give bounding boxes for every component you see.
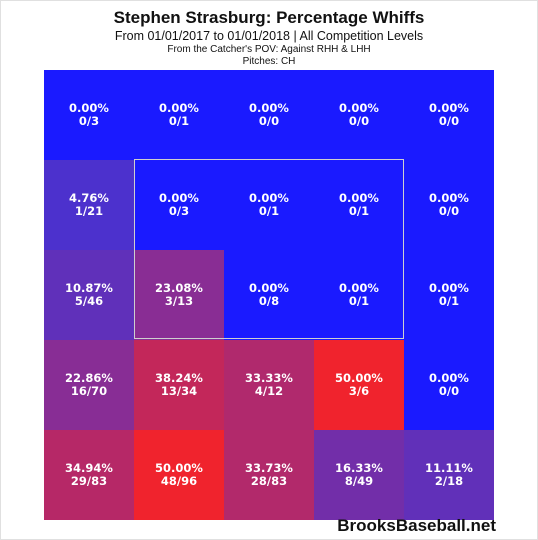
cell-count: 1/21 — [74, 204, 104, 218]
cell-count: 29/83 — [70, 474, 108, 488]
heatmap-cell: 23.08% 3/13 — [134, 250, 224, 340]
heatmap-cell: 33.33% 4/12 — [224, 340, 314, 430]
cell-count: 0/3 — [78, 114, 100, 128]
cell-percentage: 11.11% — [425, 461, 473, 475]
heatmap-cell: 10.87% 5/46 — [44, 250, 134, 340]
cell-percentage: 33.33% — [245, 371, 293, 385]
heatmap-cell: 4.76% 1/21 — [44, 160, 134, 250]
cell-count: 4/12 — [254, 384, 284, 398]
cell-percentage: 0.00% — [249, 101, 289, 115]
cell-percentage: 0.00% — [339, 101, 379, 115]
heatmap-cell: 0.00% 0/0 — [404, 70, 494, 160]
heatmap-cell: 0.00% 0/0 — [404, 340, 494, 430]
cell-percentage: 16.33% — [335, 461, 383, 475]
cell-count: 0/1 — [438, 294, 460, 308]
cell-count: 2/18 — [434, 474, 464, 488]
chart-subtitle: From 01/01/2017 to 01/01/2018 | All Comp… — [114, 29, 424, 43]
cell-count: 0/1 — [258, 204, 280, 218]
cell-percentage: 0.00% — [249, 191, 289, 205]
cell-count: 0/8 — [258, 294, 280, 308]
chart-title: Stephen Strasburg: Percentage Whiffs — [113, 8, 425, 27]
cell-percentage: 50.00% — [335, 371, 383, 385]
cell-percentage: 0.00% — [159, 101, 199, 115]
cell-count: 8/49 — [344, 474, 374, 488]
cell-percentage: 0.00% — [339, 281, 379, 295]
heatmap-cell: 0.00% 0/3 — [134, 160, 224, 250]
cell-percentage: 4.76% — [69, 191, 109, 205]
cell-percentage: 0.00% — [69, 101, 109, 115]
heatmap-cell: 50.00% 3/6 — [314, 340, 404, 430]
heatmap-cell: 16.33% 8/49 — [314, 430, 404, 520]
heatmap-cell: 34.94% 29/83 — [44, 430, 134, 520]
cell-percentage: 23.08% — [155, 281, 203, 295]
cell-percentage: 38.24% — [155, 371, 203, 385]
cell-percentage: 22.86% — [65, 371, 113, 385]
heatmap-cell: 33.73% 28/83 — [224, 430, 314, 520]
brand-watermark: BrooksBaseball.net — [337, 516, 496, 535]
heatmap-cell: 0.00% 0/0 — [404, 160, 494, 250]
cell-percentage: 0.00% — [249, 281, 289, 295]
heatmap-cell: 0.00% 0/8 — [224, 250, 314, 340]
heatmap-cell: 0.00% 0/0 — [314, 70, 404, 160]
cell-count: 0/0 — [438, 114, 460, 128]
heatmap-cell: 0.00% 0/1 — [404, 250, 494, 340]
heatmap-cell: 38.24% 13/34 — [134, 340, 224, 430]
cell-count: 0/1 — [168, 114, 190, 128]
cell-percentage: 34.94% — [65, 461, 113, 475]
cell-count: 16/70 — [70, 384, 108, 398]
heatmap-cell: 0.00% 0/0 — [224, 70, 314, 160]
pitch-type-label: Pitches: CH — [242, 56, 296, 67]
heatmap-cell: 0.00% 0/1 — [314, 160, 404, 250]
cell-count: 0/3 — [168, 204, 190, 218]
cell-count: 5/46 — [74, 294, 104, 308]
cell-percentage: 0.00% — [159, 191, 199, 205]
pov-label: From the Catcher's POV: Against RHH & LH… — [167, 44, 371, 55]
cell-count: 0/0 — [348, 114, 370, 128]
cell-percentage: 0.00% — [339, 191, 379, 205]
cell-count: 0/1 — [348, 294, 370, 308]
cell-percentage: 0.00% — [429, 101, 469, 115]
heatmap-cell: 11.11% 2/18 — [404, 430, 494, 520]
cell-percentage: 50.00% — [155, 461, 203, 475]
cell-percentage: 0.00% — [429, 191, 469, 205]
whiff-heatmap: 0.00% 0/3 0.00% 0/1 0.00% 0/0 0.00% 0/0 0.00% 0/0… — [44, 70, 494, 520]
cell-count: 0/0 — [438, 204, 460, 218]
cell-count: 48/96 — [160, 474, 198, 488]
cell-percentage: 10.87% — [65, 281, 113, 295]
cell-count: 28/83 — [250, 474, 288, 488]
heatmap-cell: 0.00% 0/1 — [134, 70, 224, 160]
cell-percentage: 33.73% — [245, 461, 293, 475]
heatmap-cell: 22.86% 16/70 — [44, 340, 134, 430]
cell-percentage: 0.00% — [429, 281, 469, 295]
cell-count: 3/6 — [348, 384, 370, 398]
heatmap-cell: 50.00% 48/96 — [134, 430, 224, 520]
cell-count: 13/34 — [160, 384, 198, 398]
cell-percentage: 0.00% — [429, 371, 469, 385]
heatmap-cell: 0.00% 0/1 — [314, 250, 404, 340]
cell-count: 0/0 — [258, 114, 280, 128]
cell-count: 0/1 — [348, 204, 370, 218]
heatmap-cell: 0.00% 0/3 — [44, 70, 134, 160]
cell-count: 0/0 — [438, 384, 460, 398]
heatmap-cell: 0.00% 0/1 — [224, 160, 314, 250]
cell-count: 3/13 — [164, 294, 194, 308]
